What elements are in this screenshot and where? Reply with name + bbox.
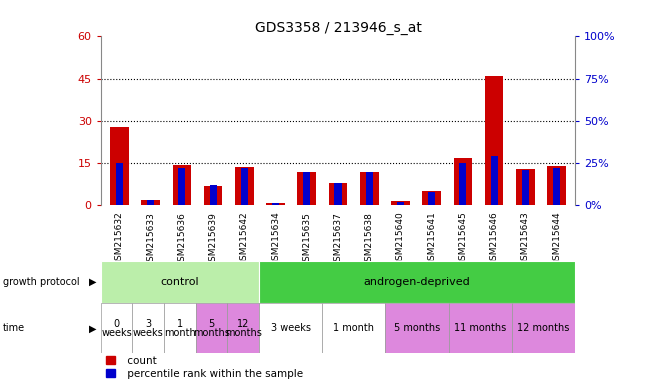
Text: ▶: ▶: [88, 277, 96, 287]
Text: 0
weeks: 0 weeks: [101, 319, 132, 338]
Bar: [141, 200, 160, 205]
Text: ▶: ▶: [88, 323, 96, 333]
Bar: [298, 172, 316, 205]
Bar: [360, 172, 378, 205]
Bar: [209, 185, 216, 205]
Bar: [164, 303, 196, 353]
Bar: [329, 183, 347, 205]
Text: 1
month: 1 month: [164, 319, 196, 338]
Bar: [422, 191, 441, 205]
Text: androgen-deprived: androgen-deprived: [364, 277, 471, 287]
Bar: [116, 163, 123, 205]
Bar: [259, 303, 322, 353]
Text: 12
months: 12 months: [225, 319, 261, 338]
Bar: [147, 200, 154, 205]
Text: 3 weeks: 3 weeks: [270, 323, 311, 333]
Bar: [460, 163, 467, 205]
Bar: [240, 168, 248, 205]
Legend:  count,  percentile rank within the sample: count, percentile rank within the sample: [106, 356, 303, 379]
Bar: [512, 303, 575, 353]
Bar: [322, 303, 385, 353]
Text: 11 months: 11 months: [454, 323, 506, 333]
Bar: [259, 261, 575, 303]
Text: growth protocol: growth protocol: [3, 277, 80, 287]
Text: 5
months: 5 months: [193, 319, 230, 338]
Bar: [385, 303, 448, 353]
Bar: [101, 261, 259, 303]
Bar: [553, 168, 560, 205]
Bar: [227, 303, 259, 353]
Bar: [266, 203, 285, 205]
Text: 5 months: 5 months: [394, 323, 440, 333]
Bar: [203, 186, 222, 205]
Bar: [391, 201, 410, 205]
Bar: [516, 169, 535, 205]
Text: control: control: [161, 277, 199, 287]
Bar: [522, 170, 529, 205]
Text: 12 months: 12 months: [517, 323, 570, 333]
Bar: [491, 156, 498, 205]
Bar: [101, 303, 133, 353]
Bar: [272, 203, 279, 205]
Bar: [547, 166, 566, 205]
Bar: [335, 184, 341, 205]
Bar: [235, 167, 254, 205]
Bar: [196, 303, 228, 353]
Bar: [303, 172, 310, 205]
Bar: [172, 165, 191, 205]
Text: 3
weeks: 3 weeks: [133, 319, 164, 338]
Bar: [133, 303, 164, 353]
Bar: [178, 168, 185, 205]
Bar: [397, 202, 404, 205]
Title: GDS3358 / 213946_s_at: GDS3358 / 213946_s_at: [255, 22, 421, 35]
Bar: [485, 76, 504, 205]
Text: 1 month: 1 month: [333, 323, 374, 333]
Bar: [448, 303, 512, 353]
Bar: [110, 127, 129, 205]
Text: time: time: [3, 323, 25, 333]
Bar: [454, 157, 473, 205]
Bar: [428, 192, 436, 205]
Bar: [366, 172, 373, 205]
